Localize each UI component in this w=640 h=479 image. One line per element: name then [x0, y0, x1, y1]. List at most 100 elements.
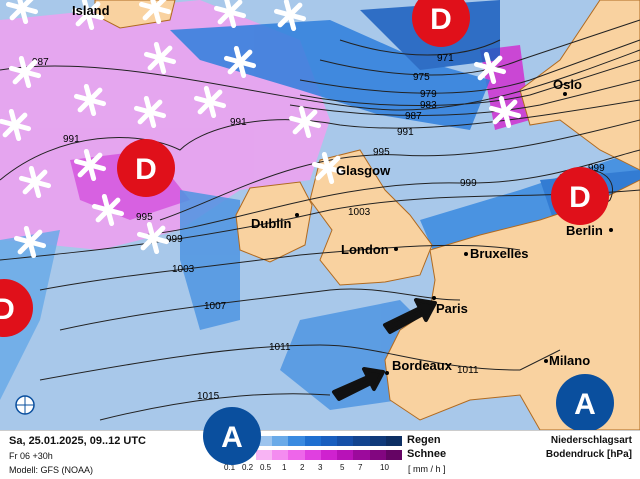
isobar-label: 991 [63, 134, 80, 145]
city-label: Bordeaux [392, 358, 453, 373]
globe-icon[interactable] [15, 395, 35, 415]
scale-swatch [385, 450, 402, 460]
isobar-label: 999 [166, 234, 183, 245]
isobars [0, 19, 640, 421]
rain-color-scale [256, 436, 402, 446]
snowflake-icon [18, 165, 52, 199]
snowflake-icon [311, 151, 345, 185]
city-label: Dublin [251, 216, 291, 231]
scale-swatch [353, 450, 370, 460]
isobar-label: 999 [588, 163, 605, 174]
low-pressure-marker: D [117, 139, 175, 197]
high-pressure-marker: A [556, 374, 614, 430]
scale-tick: 7 [358, 463, 363, 472]
precip-type-title: Niederschlagsart [550, 435, 632, 446]
svg-text:D: D [0, 293, 15, 326]
model-name: Modell: GFS (NOAA) [9, 465, 94, 475]
snowflake-icon [213, 0, 247, 29]
weather-map: 987 971 975 979 983 987 991 991 991 995 … [0, 0, 640, 430]
svg-text:D: D [430, 3, 452, 36]
snowflake-icon [73, 148, 107, 182]
city-label: Bruxelles [470, 246, 529, 261]
arrow-icon [332, 367, 385, 401]
snowflake-icon [273, 0, 307, 32]
isobar-label: 987 [405, 111, 422, 122]
isobar-label: 979 [420, 89, 437, 100]
legend-footer: Sa, 25.01.2025, 09..12 UTC Fr 06 +30h Mo… [0, 430, 640, 479]
snowflake-icon [473, 51, 507, 85]
scale-tick: 0.2 [242, 463, 254, 472]
snowflake-icon [133, 95, 167, 129]
scale-swatch [353, 436, 370, 446]
isobar-label: 971 [437, 53, 454, 64]
city-label: Glasgow [336, 163, 391, 178]
isobar-label: 995 [373, 147, 390, 158]
city-label: Berlin [566, 223, 603, 238]
svg-text:D: D [135, 153, 157, 186]
scale-swatch [288, 436, 305, 446]
snow-color-scale [256, 450, 402, 460]
scale-tick: 3 [318, 463, 323, 472]
scale-swatch [337, 436, 354, 446]
snowflake-icon [71, 0, 105, 31]
snowflake-icon [13, 225, 47, 259]
city-label: London [341, 242, 389, 257]
city-label: Island [72, 3, 110, 18]
snowflake-icon [91, 193, 125, 227]
city-label: Milano [549, 353, 590, 368]
isobar-labels: 987 971 975 979 983 987 991 991 991 995 … [32, 53, 605, 402]
isobar-label: 1011 [269, 342, 291, 353]
scale-tick: 0.1 [224, 463, 236, 472]
scale-swatch [304, 436, 321, 446]
scale-tick: 5 [340, 463, 345, 472]
forecast-datetime: Sa, 25.01.2025, 09..12 UTC [9, 435, 146, 447]
isobar-label: 987 [32, 57, 49, 68]
isobar-label: 975 [413, 72, 430, 83]
scale-swatch [272, 450, 289, 460]
isobar-label: 991 [230, 117, 247, 128]
cities: Island Oslo Glasgow Dublin London Bruxel… [72, 3, 613, 375]
svg-text:A: A [574, 388, 596, 421]
low-pressure-marker: D [0, 279, 33, 337]
isobar-label: 1003 [348, 207, 371, 218]
scale-swatch [304, 450, 321, 460]
isobar-label: 991 [397, 127, 414, 138]
pressure-centers: D D D D A [0, 0, 614, 430]
snowflake-icons [0, 0, 522, 259]
high-pressure-marker: A [203, 407, 261, 465]
snowflake-icon [138, 0, 172, 25]
scale-tick: 2 [300, 463, 305, 472]
scale-swatch [320, 436, 338, 446]
snowflake-icon [8, 55, 42, 89]
rain-label: Regen [407, 434, 441, 446]
isobar-label: 983 [420, 100, 437, 111]
model-run: Fr 06 +30h [9, 451, 53, 461]
scale-swatch [256, 450, 273, 460]
svg-text:D: D [569, 181, 591, 214]
wind-arrows [332, 298, 437, 401]
snowflake-icon [488, 95, 522, 129]
isobar-label: 1007 [204, 301, 227, 312]
scale-tick: 0.5 [260, 463, 272, 472]
scale-swatch [369, 450, 386, 460]
scale-swatch [337, 450, 354, 460]
snowflake-icon [143, 41, 177, 75]
scale-tick: 1 [282, 463, 287, 472]
snowflake-icon [223, 45, 257, 79]
city-label: Paris [436, 301, 468, 316]
low-pressure-marker: D [412, 0, 470, 47]
isobar-label: 1003 [172, 264, 195, 275]
city-label: Oslo [553, 77, 582, 92]
scale-swatch [369, 436, 386, 446]
pressure-title: Bodendruck [hPa] [545, 449, 632, 460]
svg-text:A: A [221, 421, 243, 454]
snowflake-icon [73, 83, 107, 117]
scale-swatch [288, 450, 305, 460]
unit-label: [ mm / h ] [408, 464, 446, 474]
snowflake-icon [136, 221, 170, 255]
snow-label: Schnee [407, 448, 447, 460]
scale-swatch [256, 436, 273, 446]
isobar-label: 999 [460, 178, 477, 189]
snowflake-icon [288, 105, 322, 139]
arrow-icon [383, 298, 437, 334]
